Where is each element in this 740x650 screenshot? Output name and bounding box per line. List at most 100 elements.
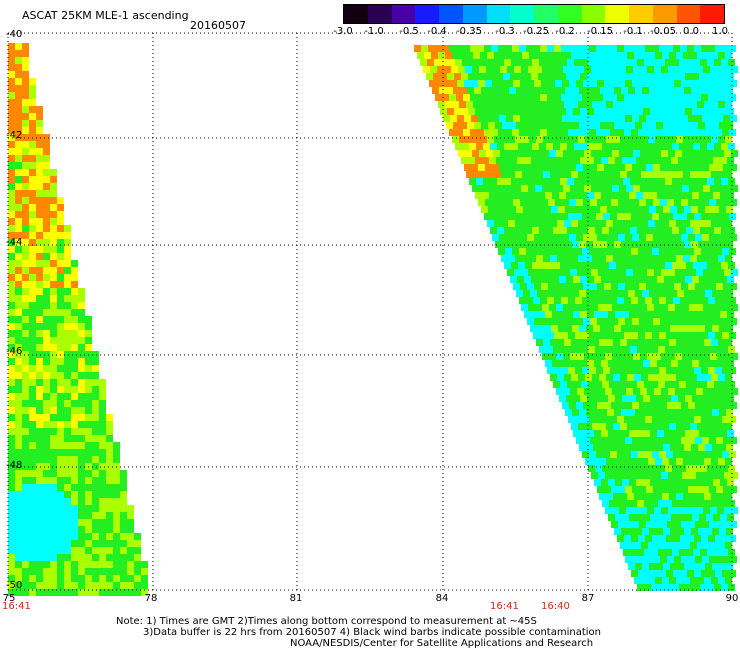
swath-cell-right [462, 59, 469, 66]
swath-cell-right [497, 59, 504, 66]
swath-cell-right [711, 101, 718, 108]
swath-cell-right [564, 52, 571, 59]
swath-cell-right [704, 101, 711, 108]
swath-cell-right [687, 451, 694, 458]
swath-cell-right [657, 360, 664, 367]
swath-cell-right [532, 143, 539, 150]
swath-cell-right [704, 542, 711, 549]
swath-cell-right [516, 87, 523, 94]
swath-cell-right [702, 80, 709, 87]
swath-cell-left [71, 288, 78, 295]
swath-cell-left [78, 519, 85, 526]
swath-cell-right [606, 171, 613, 178]
swath-cell-right [542, 304, 549, 311]
swath-cell-left [71, 582, 78, 589]
swath-cell-left [43, 274, 50, 281]
swath-cell-right [710, 472, 717, 479]
swath-cell-left [120, 526, 127, 533]
swath-cell-right [558, 122, 565, 129]
swath-cell-right [590, 234, 597, 241]
swath-cell-left [120, 554, 127, 561]
swath-cell-right [654, 353, 661, 360]
swath-cell-left [106, 414, 113, 421]
swath-cell-left [22, 50, 29, 57]
swath-cell-left [15, 50, 22, 57]
swath-cell-right [517, 276, 524, 283]
swath-cell-left [15, 64, 22, 71]
swath-cell-right [725, 255, 732, 262]
swath-cell-left [57, 428, 64, 435]
swath-cell-left [50, 547, 57, 554]
swath-cell-right [486, 66, 493, 73]
swath-cell-right [568, 416, 575, 423]
swath-cell-left [15, 491, 22, 498]
swath-cell-right [577, 353, 584, 360]
swath-cell-left [36, 246, 43, 253]
swath-cell-left [43, 295, 50, 302]
swath-cell-right [708, 213, 715, 220]
swath-cell-right [595, 178, 602, 185]
swath-cell-right [677, 87, 684, 94]
swath-cell-right [690, 542, 697, 549]
swath-cell-right [540, 94, 547, 101]
swath-cell-right [728, 465, 735, 472]
swath-cell-right [445, 101, 452, 108]
swath-cell-right [539, 346, 546, 353]
swath-cell-left [22, 106, 29, 113]
swath-cell-left [43, 456, 50, 463]
swath-cell-right [715, 45, 722, 52]
swath-cell-left [36, 288, 43, 295]
swath-cell-left [85, 491, 92, 498]
swath-cell-right [681, 437, 688, 444]
swath-cell-right [686, 584, 693, 591]
swath-cell-right [495, 241, 502, 248]
swath-cell-right [692, 430, 699, 437]
swath-cell-right [458, 150, 465, 157]
swath-cell-left [92, 386, 99, 393]
swath-cell-right [561, 94, 568, 101]
swath-cell-left [43, 442, 50, 449]
swath-cell-right [626, 150, 633, 157]
swath-cell-right [628, 325, 635, 332]
swath-cell-right [555, 318, 562, 325]
swath-cell-right [693, 549, 700, 556]
swath-cell-right [627, 493, 634, 500]
swath-cell-right [438, 101, 445, 108]
swath-cell-right [708, 570, 715, 577]
swath-cell-left [15, 148, 22, 155]
swath-cell-right [591, 304, 598, 311]
swath-cell-left [15, 316, 22, 323]
swath-cell-right [695, 164, 702, 171]
swath-cell-right [448, 59, 455, 66]
swath-cell-right [663, 87, 670, 94]
swath-cell-right [643, 395, 650, 402]
swath-cell-left [29, 225, 36, 232]
swath-cell-right [658, 500, 665, 507]
swath-cell-left [57, 365, 64, 372]
swath-cell-right [624, 45, 631, 52]
swath-cell-right [473, 171, 480, 178]
swath-cell-left [85, 358, 92, 365]
swath-cell-right [586, 122, 593, 129]
swath-cell-right [605, 304, 612, 311]
swath-cell-right [512, 94, 519, 101]
swath-cell-left [85, 365, 92, 372]
swath-cell-right [715, 129, 722, 136]
swath-cell-left [71, 267, 78, 274]
swath-cell-left [29, 190, 36, 197]
swath-cell-right [676, 52, 683, 59]
swath-cell-right [681, 164, 688, 171]
swath-cell-right [730, 164, 737, 171]
swath-cell-right [531, 108, 538, 115]
swath-cell-right [423, 66, 430, 73]
swath-cell-right [646, 556, 653, 563]
swath-cell-right [610, 213, 617, 220]
swath-cell-left [22, 407, 29, 414]
swath-cell-right [610, 367, 617, 374]
swath-cell-left [106, 519, 113, 526]
swath-cell-right [544, 241, 551, 248]
swath-cell-left [141, 561, 148, 568]
swath-cell-right [575, 332, 582, 339]
swath-cell-left [36, 183, 43, 190]
swath-cell-left [99, 533, 106, 540]
